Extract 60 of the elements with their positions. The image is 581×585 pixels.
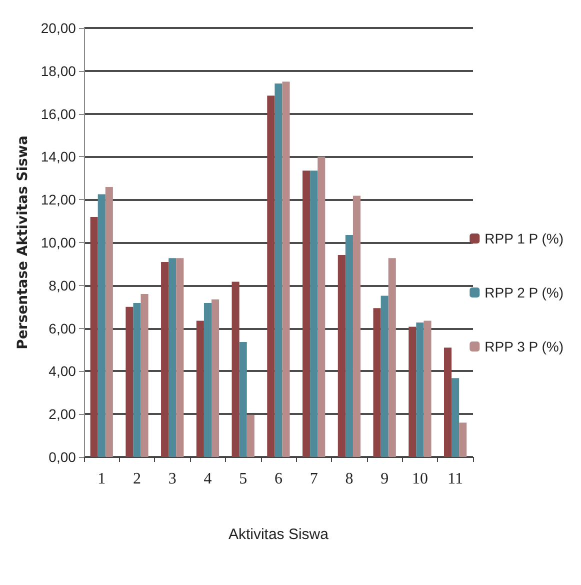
bar bbox=[212, 299, 220, 457]
bar bbox=[408, 326, 416, 457]
y-tick-label: 18,00 bbox=[40, 62, 76, 79]
x-tick-label: 9 bbox=[380, 470, 389, 488]
bar bbox=[239, 342, 247, 457]
bar bbox=[318, 156, 326, 457]
y-tick-label: 4,00 bbox=[48, 363, 76, 380]
bar bbox=[302, 170, 310, 457]
x-axis-title: Aktivitas Siswa bbox=[228, 526, 330, 543]
bar bbox=[140, 294, 148, 457]
bar bbox=[126, 306, 134, 457]
bar bbox=[246, 414, 254, 457]
bar bbox=[310, 170, 318, 457]
x-tick-label: 6 bbox=[274, 470, 282, 488]
x-tick-label: 1 bbox=[98, 470, 106, 488]
y-tick-label: 6,00 bbox=[48, 320, 76, 336]
bar bbox=[452, 378, 460, 457]
bar bbox=[105, 186, 113, 457]
bar bbox=[204, 302, 212, 457]
bar bbox=[352, 196, 361, 457]
bar bbox=[267, 96, 275, 457]
bar bbox=[338, 254, 346, 457]
bar bbox=[90, 216, 98, 457]
x-tick-label: 11 bbox=[448, 470, 464, 488]
y-axis-title: Persentase Aktivitas Siswa bbox=[15, 136, 31, 350]
legend-label: RPP 3 P (%) bbox=[484, 338, 564, 354]
y-tick-label: 16,00 bbox=[40, 106, 76, 122]
bar bbox=[196, 320, 204, 457]
y-tick-label: 10,00 bbox=[40, 234, 76, 250]
bar bbox=[444, 348, 452, 457]
bar bbox=[232, 282, 240, 457]
y-tick-label: 2,00 bbox=[48, 406, 76, 422]
bar bbox=[416, 322, 424, 457]
legend-label: RPP 1 P (%) bbox=[484, 230, 564, 246]
bar bbox=[282, 82, 290, 457]
y-tick-label: 0,00 bbox=[48, 449, 76, 465]
bar bbox=[388, 258, 396, 457]
x-tick-label: 3 bbox=[168, 470, 176, 488]
x-tick-label: 8 bbox=[345, 470, 354, 488]
bar bbox=[424, 320, 432, 457]
x-tick-label: 7 bbox=[310, 470, 318, 488]
bar bbox=[168, 258, 176, 457]
bar bbox=[459, 422, 467, 457]
bar bbox=[161, 262, 169, 457]
y-tick-label: 12,00 bbox=[40, 192, 76, 208]
x-tick-label: 2 bbox=[132, 470, 141, 488]
x-tick-label: 5 bbox=[239, 470, 248, 488]
bar bbox=[380, 296, 388, 457]
bar bbox=[98, 194, 106, 457]
bar bbox=[176, 258, 184, 457]
y-tick-label: 8,00 bbox=[48, 277, 76, 294]
y-tick-label: 14,00 bbox=[40, 148, 76, 165]
x-tick-label: 10 bbox=[412, 470, 428, 488]
y-tick-label: 20,00 bbox=[40, 20, 76, 36]
bar bbox=[373, 308, 381, 457]
bar bbox=[274, 84, 282, 457]
legend-label: RPP 2 P (%) bbox=[484, 284, 564, 300]
x-tick-label: 4 bbox=[204, 470, 212, 488]
bar bbox=[345, 234, 353, 457]
bar bbox=[133, 302, 141, 457]
